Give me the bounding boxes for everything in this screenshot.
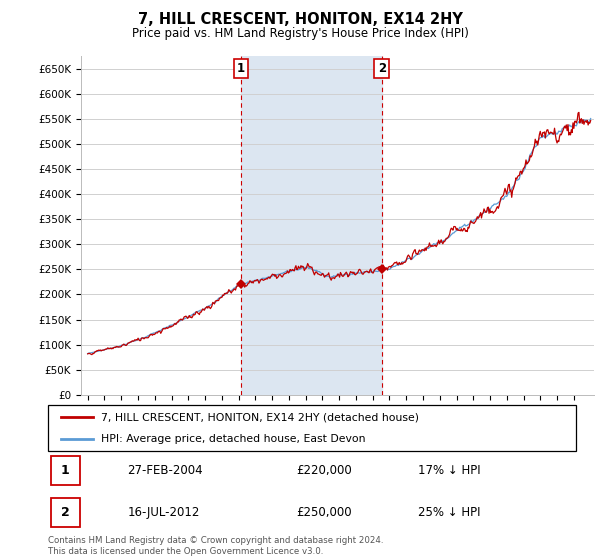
- Text: Contains HM Land Registry data © Crown copyright and database right 2024.
This d: Contains HM Land Registry data © Crown c…: [48, 536, 383, 556]
- Text: 2: 2: [61, 506, 70, 519]
- Text: 2: 2: [377, 62, 386, 75]
- Text: 1: 1: [237, 62, 245, 75]
- Bar: [241, 56, 382, 395]
- Text: £220,000: £220,000: [296, 464, 352, 477]
- Text: 27-FEB-2004: 27-FEB-2004: [127, 464, 203, 477]
- Text: Price paid vs. HM Land Registry's House Price Index (HPI): Price paid vs. HM Land Registry's House …: [131, 27, 469, 40]
- Bar: [50, 498, 80, 528]
- Text: 1: 1: [61, 464, 70, 477]
- Bar: [50, 456, 80, 485]
- Text: 25% ↓ HPI: 25% ↓ HPI: [418, 506, 480, 519]
- Text: 17% ↓ HPI: 17% ↓ HPI: [418, 464, 480, 477]
- Text: £250,000: £250,000: [296, 506, 352, 519]
- Text: 7, HILL CRESCENT, HONITON, EX14 2HY: 7, HILL CRESCENT, HONITON, EX14 2HY: [137, 12, 463, 27]
- Text: 7, HILL CRESCENT, HONITON, EX14 2HY (detached house): 7, HILL CRESCENT, HONITON, EX14 2HY (det…: [101, 412, 419, 422]
- Text: 16-JUL-2012: 16-JUL-2012: [127, 506, 200, 519]
- Text: HPI: Average price, detached house, East Devon: HPI: Average price, detached house, East…: [101, 435, 365, 444]
